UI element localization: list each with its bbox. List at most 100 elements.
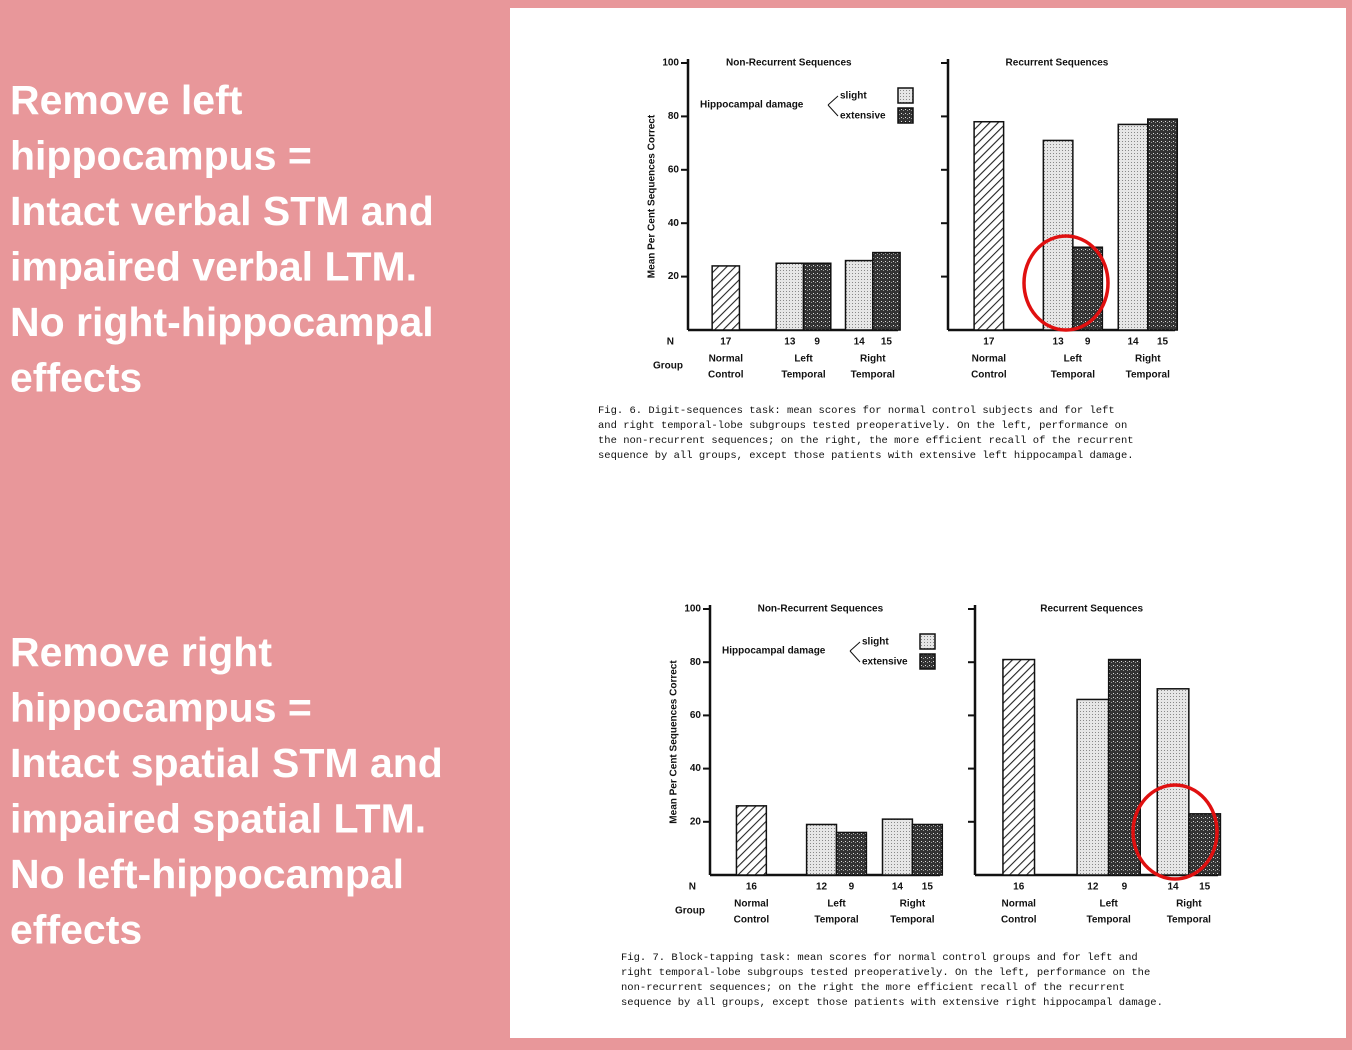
- figure-caption: sequence by all groups, except those pat…: [598, 450, 1134, 462]
- bar: [775, 262, 805, 331]
- n-label: N: [689, 882, 696, 893]
- bar: [973, 120, 1005, 331]
- x-tick-label: Normal: [1002, 899, 1037, 910]
- x-tick-label: Left: [827, 899, 846, 910]
- legend-swatch: [897, 107, 914, 124]
- n-value: 9: [1085, 337, 1091, 348]
- x-tick-label: Temporal: [1051, 370, 1095, 381]
- x-tick-label: Right: [1176, 899, 1202, 910]
- slide-text: hippocampus =: [10, 685, 312, 731]
- x-tick-label: Normal: [734, 899, 769, 910]
- chart-title: Non-Recurrent Sequences: [758, 604, 884, 615]
- figure-caption: right temporal-lobe subgroups tested pre…: [621, 967, 1150, 979]
- n-value: 15: [881, 337, 893, 348]
- legend-swatch: [919, 633, 936, 650]
- n-value: 9: [849, 882, 855, 893]
- bar: [911, 823, 944, 876]
- legend-title: Hippocampal damage: [700, 100, 804, 111]
- bar: [872, 251, 901, 331]
- figure-caption: non-recurrent sequences; on the right th…: [621, 982, 1125, 994]
- slide-text: impaired verbal LTM.: [10, 244, 417, 290]
- y-axis-label: Mean Per Cent Sequences Correct: [647, 114, 658, 278]
- group-label: Group: [675, 906, 705, 917]
- x-tick-label: Control: [708, 370, 744, 381]
- figure-caption: Fig. 7. Block-tapping task: mean scores …: [621, 952, 1138, 964]
- x-tick-label: Right: [860, 354, 886, 365]
- legend-swatch: [897, 87, 914, 104]
- figure-caption: and right temporal-lobe subgroups tested…: [598, 420, 1127, 432]
- y-tick-label: 80: [668, 111, 680, 122]
- n-value: 13: [784, 337, 796, 348]
- x-tick-label: Temporal: [851, 370, 895, 381]
- n-value: 9: [1122, 882, 1128, 893]
- legend-connector: [849, 641, 861, 652]
- x-tick-label: Right: [1135, 354, 1161, 365]
- legend-connector: [827, 95, 839, 106]
- legend-swatch: [919, 653, 936, 670]
- x-tick-label: Control: [734, 915, 770, 926]
- slide-text: No left-hippocampal: [10, 851, 404, 897]
- bar: [805, 823, 838, 876]
- figure-caption: Fig. 6. Digit-sequences task: mean score…: [598, 405, 1115, 417]
- x-tick-label: Temporal: [781, 370, 825, 381]
- bar: [835, 831, 868, 876]
- legend-label: extensive: [862, 657, 908, 668]
- n-value: 14: [1167, 882, 1179, 893]
- y-tick-label: 100: [662, 58, 679, 69]
- chart-title: Recurrent Sequences: [1006, 58, 1109, 69]
- figure-caption: sequence by all groups, except those pat…: [621, 997, 1163, 1009]
- legend-connector: [827, 104, 839, 117]
- n-value: 15: [922, 882, 934, 893]
- n-value: 16: [746, 882, 758, 893]
- x-tick-label: Left: [1099, 899, 1118, 910]
- slide-text: Remove right: [10, 629, 272, 675]
- chart-title: Non-Recurrent Sequences: [726, 58, 852, 69]
- y-tick-label: 80: [690, 657, 702, 668]
- x-tick-label: Right: [900, 899, 926, 910]
- x-tick-label: Temporal: [1087, 915, 1131, 926]
- y-tick-label: 20: [668, 271, 680, 282]
- figure-caption: the non-recurrent sequences; on the righ…: [598, 435, 1134, 447]
- y-tick-label: 40: [668, 218, 680, 229]
- bar: [735, 805, 768, 876]
- bar: [1156, 688, 1190, 876]
- n-label: N: [667, 337, 674, 348]
- n-value: 9: [814, 337, 820, 348]
- n-value: 14: [854, 337, 866, 348]
- n-value: 14: [1127, 337, 1139, 348]
- y-tick-label: 60: [668, 164, 680, 175]
- x-tick-label: Temporal: [890, 915, 934, 926]
- slide-text: No right-hippocampal: [10, 299, 434, 345]
- y-tick-label: 40: [690, 763, 702, 774]
- legend-label: slight: [840, 91, 867, 102]
- slide-text: effects: [10, 355, 142, 401]
- bar: [1076, 698, 1110, 876]
- y-tick-label: 60: [690, 710, 702, 721]
- slide-text: impaired spatial LTM.: [10, 796, 426, 842]
- bar: [1147, 118, 1179, 331]
- bar: [1072, 246, 1104, 331]
- n-value: 15: [1157, 337, 1169, 348]
- n-value: 16: [1013, 882, 1025, 893]
- bar: [1117, 123, 1149, 331]
- highlight-circle: [1131, 783, 1219, 881]
- x-tick-label: Normal: [972, 354, 1007, 365]
- slide-text: Intact verbal STM and: [10, 188, 434, 234]
- x-tick-label: Temporal: [814, 915, 858, 926]
- bar: [881, 818, 914, 876]
- bar: [844, 259, 874, 331]
- x-tick-label: Normal: [709, 354, 744, 365]
- x-tick-label: Control: [971, 370, 1007, 381]
- n-value: 12: [816, 882, 828, 893]
- slide-text: hippocampus =: [10, 133, 312, 179]
- bar: [1002, 658, 1036, 876]
- highlight-circle: [1022, 234, 1110, 332]
- slide-text: Intact spatial STM and: [10, 740, 443, 786]
- x-tick-label: Temporal: [1126, 370, 1170, 381]
- legend-connector: [849, 650, 861, 663]
- group-label: Group: [653, 361, 683, 372]
- slide-text: effects: [10, 907, 142, 953]
- y-tick-label: 100: [684, 604, 701, 615]
- n-value: 12: [1087, 882, 1099, 893]
